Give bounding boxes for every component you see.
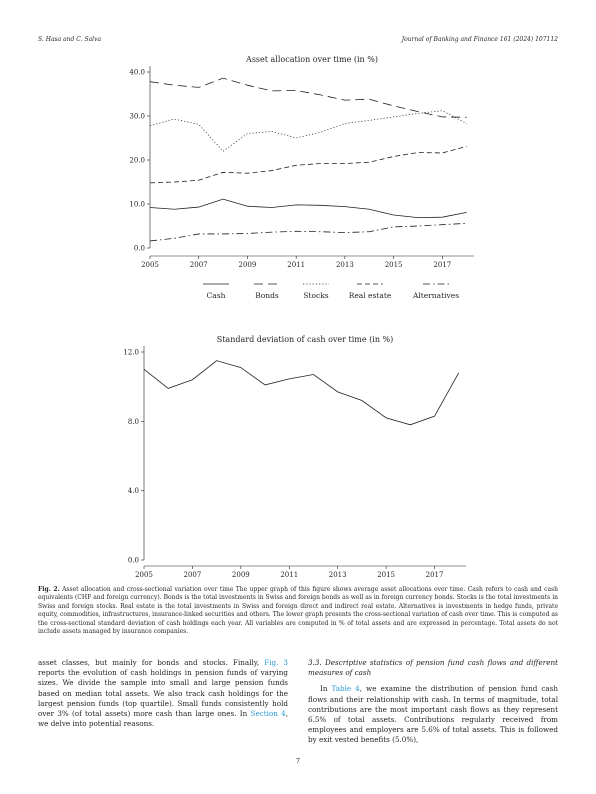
left-text-1: asset classes, but mainly for bonds and … [38,658,265,667]
right-paragraph: In Table 4, we examine the distribution … [308,684,558,745]
y-tick-label: 0.0 [128,557,139,565]
asset-allocation-chart: Asset allocation over time (in %) 0.0 10.0… [129,55,474,300]
legend-label-cash: Cash [207,291,226,300]
chart-title: Standard deviation of cash over time (in… [217,335,394,344]
x-tick-label: 2015 [385,261,403,269]
right-text-1: In [320,684,332,694]
running-header-journal: Journal of Banking and Finance 161 (2024… [401,36,558,43]
series-line-stocks [149,110,467,152]
left-text-3: , we delve into potential reasons. [38,709,288,729]
chart-title: Asset allocation over time (in %) [245,55,378,64]
x-tick-label: 2017 [433,261,451,269]
y-tick-label: 0.0 [134,245,145,253]
x-tick-label: 2013 [329,571,347,579]
caption-label: Fig. 2. [38,586,60,593]
page-number: 7 [295,757,301,765]
x-tick-label: 2017 [426,571,444,579]
body-text-right: 3.3. Descriptive statistics of pension f… [308,658,558,746]
x-tick-label: 2009 [232,571,250,579]
legend-label-alternatives: Alternatives [412,291,459,300]
section4-link[interactable]: Section 4 [250,709,286,719]
left-text-2: reports the evolution of cash holdings i… [38,668,288,719]
body-text-left: asset classes, but mainly for bonds and … [38,658,288,729]
series-line-real-estate [149,145,467,184]
y-tick-label: 4.0 [128,487,139,495]
x-tick-label: 2007 [190,261,208,269]
y-tick-label: 30.0 [129,113,145,121]
legend-label-real-estate: Real estate [349,291,392,300]
cash-std-chart: Standard deviation of cash over time (in… [123,335,466,579]
x-tick-label: 2007 [184,571,202,579]
y-tick-label: 12.0 [123,349,139,357]
x-tick-label: 2005 [141,261,159,269]
series-line-cash [149,198,467,219]
y-tick-label: 10.0 [129,201,145,209]
x-tick-label: 2015 [377,571,395,579]
legend-label-bonds: Bonds [255,291,279,300]
series-line-cash-std [143,360,460,426]
figure-caption: Fig. 2. Asset allocation and cross-secti… [38,586,558,636]
x-tick-label: 2009 [239,261,257,269]
x-tick-label: 2013 [336,261,354,269]
right-text-2: , we examine the distribution of pension… [308,684,558,745]
x-tick-label: 2011 [287,261,305,269]
series-line-alternatives [149,222,467,242]
y-tick-label: 20.0 [129,157,145,165]
table4-link[interactable]: Table 4 [331,684,360,694]
y-tick-label: 8.0 [128,418,139,426]
caption-text: Asset allocation and cross-sectional var… [38,586,558,636]
x-tick-label: 2011 [280,571,298,579]
legend-label-stocks: Stocks [303,291,328,300]
fig3-link[interactable]: Fig. 3 [264,658,288,667]
running-header-authors: S. Hasa and C. Salva [38,36,102,43]
section-heading: 3.3. Descriptive statistics of pension f… [308,658,558,678]
x-tick-label: 2005 [135,571,153,579]
series-line-bonds [149,77,467,118]
y-tick-label: 40.0 [129,69,145,77]
